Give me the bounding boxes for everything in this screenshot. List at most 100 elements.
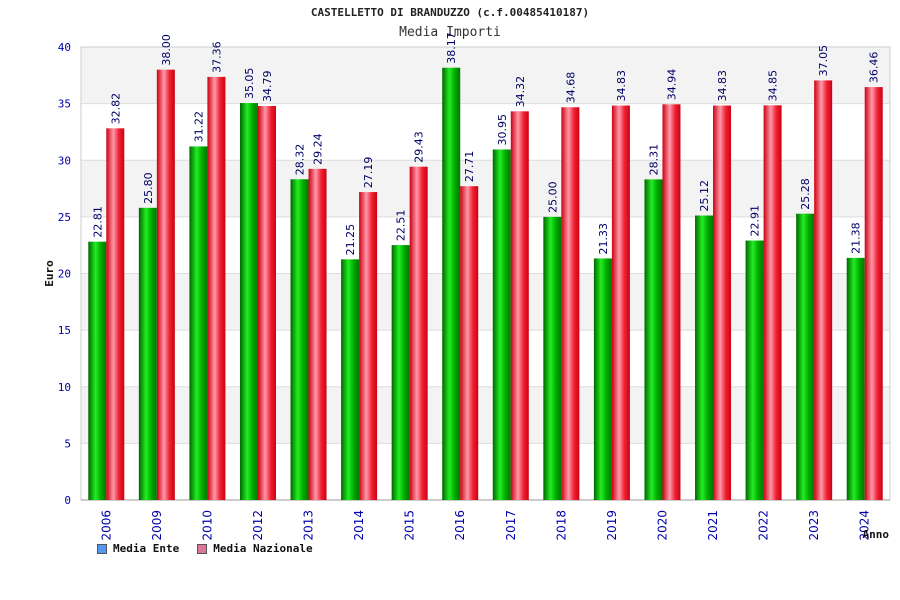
x-tick-label: 2024 <box>858 510 872 541</box>
bar-media-ente <box>391 245 410 500</box>
chart-title: CASTELLETTO DI BRANDUZZO (c.f.0048541018… <box>310 6 590 19</box>
data-label-media-nazionale: 34.32 <box>514 76 527 108</box>
data-label-media-ente: 25.12 <box>698 180 711 212</box>
y-tick-label: 0 <box>64 494 71 507</box>
data-label-media-nazionale: 32.82 <box>109 93 122 125</box>
data-label-media-nazionale: 27.71 <box>463 151 476 183</box>
data-label-media-nazionale: 27.19 <box>362 157 375 189</box>
y-tick-label: 40 <box>58 41 71 54</box>
legend-label-media-ente: Media Ente <box>113 542 180 555</box>
data-label-media-nazionale: 29.24 <box>312 133 325 165</box>
bar-media-nazionale <box>763 105 782 500</box>
y-tick-label: 10 <box>58 381 71 394</box>
bar-media-nazionale <box>207 76 226 500</box>
x-tick-label: 2018 <box>554 510 568 541</box>
legend: Media Ente Media Nazionale <box>97 542 313 555</box>
bar-media-ente <box>492 149 511 500</box>
data-label-media-ente: 35.05 <box>243 68 256 100</box>
data-label-media-ente: 21.33 <box>597 223 610 255</box>
data-label-media-ente: 31.22 <box>192 111 205 143</box>
data-label-media-nazionale: 37.36 <box>210 41 223 73</box>
data-label-media-ente: 25.28 <box>799 178 812 210</box>
data-label-media-nazionale: 34.85 <box>767 70 780 102</box>
data-label-media-nazionale: 34.68 <box>564 72 577 104</box>
bar-media-nazionale <box>713 105 732 501</box>
data-label-media-ente: 25.00 <box>546 181 559 213</box>
bar-media-nazionale <box>561 107 580 501</box>
data-label-media-nazionale: 37.05 <box>817 45 830 77</box>
x-tick-label: 2023 <box>807 510 821 541</box>
data-label-media-nazionale: 34.83 <box>716 70 729 102</box>
bar-media-ente <box>644 179 663 500</box>
bar-media-nazionale <box>814 80 833 500</box>
data-label-media-ente: 25.80 <box>142 172 155 204</box>
bar-media-ente <box>543 216 562 500</box>
bar-media-ente <box>138 207 157 500</box>
data-label-media-ente: 21.38 <box>850 222 863 254</box>
bar-media-nazionale <box>611 105 630 501</box>
bar-media-ente <box>189 146 208 500</box>
data-label-media-ente: 22.81 <box>91 206 104 238</box>
x-tick-label: 2009 <box>150 510 164 541</box>
data-label-media-nazionale: 36.46 <box>868 52 881 84</box>
data-label-media-nazionale: 29.43 <box>413 131 426 163</box>
bar-media-ente <box>341 259 360 500</box>
bar-media-ente <box>88 241 107 500</box>
bar-media-ente <box>442 67 461 501</box>
y-tick-label: 15 <box>58 324 71 337</box>
y-tick-label: 5 <box>64 437 71 450</box>
x-tick-label: 2019 <box>605 510 619 541</box>
bar-media-nazionale <box>864 87 883 500</box>
x-tick-label: 2010 <box>200 510 214 541</box>
data-label-media-ente: 21.25 <box>344 224 357 256</box>
data-label-media-ente: 22.51 <box>395 210 408 242</box>
bar-media-ente <box>290 179 309 500</box>
x-tick-label: 2014 <box>352 510 366 541</box>
x-tick-label: 2021 <box>706 510 720 541</box>
bar-media-ente <box>796 213 815 501</box>
x-tick-label: 2017 <box>504 510 518 541</box>
legend-swatch-media-nazionale <box>197 543 208 554</box>
y-tick-label: 35 <box>58 98 71 111</box>
bar-media-nazionale <box>409 166 428 500</box>
data-label-media-nazionale: 38.00 <box>160 34 173 66</box>
bar-media-nazionale <box>359 192 378 501</box>
bar-media-nazionale <box>662 104 681 500</box>
legend-item-media-nazionale: Media Nazionale <box>197 542 313 555</box>
x-tick-label: 2006 <box>99 510 113 541</box>
data-label-media-nazionale: 34.79 <box>261 71 274 103</box>
legend-item-media-ente: Media Ente <box>97 542 179 555</box>
y-tick-label: 30 <box>58 154 71 167</box>
chart-subtitle: Media Importi <box>399 25 501 40</box>
bar-media-nazionale <box>510 111 529 501</box>
x-tick-label: 2020 <box>655 510 669 541</box>
x-tick-label: 2012 <box>251 510 265 541</box>
x-tick-label: 2022 <box>757 510 771 541</box>
bar-media-nazionale <box>257 106 276 501</box>
x-tick-label: 2013 <box>302 510 316 541</box>
data-label-media-ente: 30.95 <box>496 114 509 146</box>
x-tick-label: 2015 <box>403 510 417 541</box>
bar-media-ente <box>745 240 764 500</box>
bar-media-nazionale <box>308 168 327 500</box>
x-axis-label: Anno <box>863 528 890 541</box>
bar-media-ente <box>695 215 714 501</box>
data-label-media-ente: 28.31 <box>647 144 660 176</box>
legend-label-media-nazionale: Media Nazionale <box>213 542 313 555</box>
data-label-media-ente: 22.91 <box>749 205 762 237</box>
bar-media-nazionale <box>156 69 175 501</box>
bar-media-ente <box>593 258 612 500</box>
bar-media-nazionale <box>106 128 125 500</box>
data-label-media-nazionale: 34.94 <box>665 69 678 101</box>
bar-media-ente <box>239 103 258 500</box>
data-label-media-ente: 38.17 <box>445 32 458 64</box>
y-axis-label: Euro <box>43 260 56 287</box>
bar-media-nazionale <box>460 186 479 500</box>
legend-swatch-media-ente <box>97 543 107 554</box>
x-tick-label: 2016 <box>453 510 467 541</box>
bar-media-ente <box>846 257 865 500</box>
data-label-media-ente: 28.32 <box>294 144 307 176</box>
data-label-media-nazionale: 34.83 <box>615 70 628 102</box>
y-tick-label: 20 <box>58 268 71 281</box>
